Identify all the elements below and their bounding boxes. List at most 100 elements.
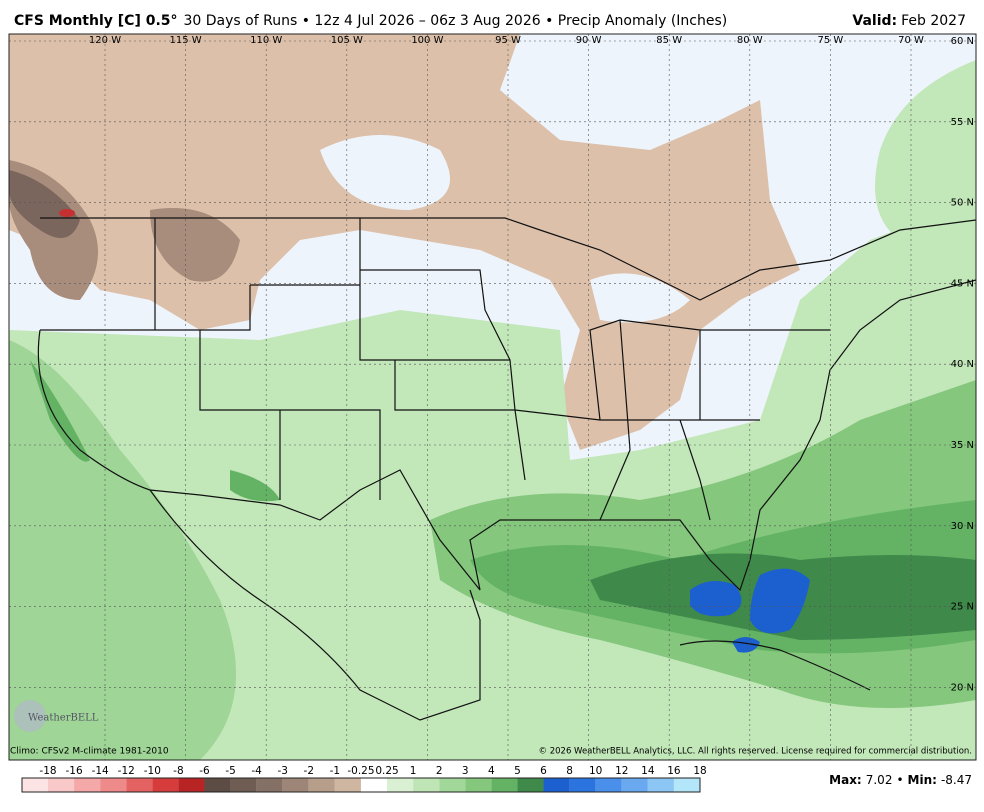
colorbar-label: 2	[436, 765, 443, 777]
colorbar-swatch	[517, 778, 544, 792]
colorbar-swatch	[334, 778, 361, 792]
valid-label: Valid:	[852, 13, 897, 29]
colorbar-label: 4	[488, 765, 495, 777]
graticule	[9, 34, 976, 760]
lat-label: 60 N	[951, 36, 974, 47]
colorbar-swatch	[100, 778, 127, 792]
colorbar-frame	[21, 777, 701, 793]
colorbar-label: 3	[462, 765, 469, 777]
colorbar-swatch	[308, 778, 335, 792]
lat-label: 55 N	[951, 117, 974, 128]
colorbar-label: -14	[92, 765, 109, 777]
lat-label: 35 N	[951, 440, 974, 451]
lat-label: 50 N	[951, 198, 974, 209]
colorbar-swatch	[178, 778, 205, 792]
title: CFS Monthly [C] 0.5° 30 Days of Runs • 12…	[14, 13, 727, 29]
colorbar-label: 16	[667, 765, 681, 777]
colorbar-swatch	[491, 778, 518, 792]
colorbar-swatch	[595, 778, 622, 792]
max-label: Max:	[829, 773, 862, 787]
colorbar-label: 18	[693, 765, 706, 777]
colorbar-swatch	[48, 778, 75, 792]
min-label: Min:	[908, 773, 937, 787]
lon-label: 120 W	[89, 35, 121, 46]
colorbar-label: 6	[540, 765, 547, 777]
colorbar-label: 8	[566, 765, 573, 777]
colorbar-swatch	[543, 778, 570, 792]
colorbar-label: -16	[66, 765, 83, 777]
logo: WeatherBELL	[28, 713, 99, 724]
map-frame	[8, 33, 977, 761]
lat-label: 30 N	[951, 521, 974, 532]
max-value: 7.02	[866, 773, 893, 787]
colorbar-label: -0.25	[347, 765, 374, 777]
map	[9, 34, 976, 760]
lon-label: 90 W	[576, 35, 602, 46]
colorbar-swatch	[465, 778, 492, 792]
climo: Climo: CFSv2 M-climate 1981-2010	[10, 747, 169, 757]
lon-label: 70 W	[898, 35, 924, 46]
lat-label: 40 N	[951, 359, 974, 370]
min-value: -8.47	[941, 773, 972, 787]
colorbar-label: 5	[514, 765, 521, 777]
lon-label: 75 W	[818, 35, 844, 46]
colorbar-label: -3	[277, 765, 287, 777]
wet-max	[690, 568, 810, 653]
colorbar-swatch	[673, 778, 700, 792]
lat-label: 25 N	[951, 602, 974, 613]
colorbar-swatch	[230, 778, 257, 792]
colorbar-swatch	[74, 778, 101, 792]
colorbar-swatch	[413, 778, 440, 792]
dry-area-strong	[9, 160, 240, 300]
colorbar-swatch	[387, 778, 414, 792]
coordinate-labels: 120 W 115 W 110 W 105 W 100 W 95 W 90 W 85 W 80 …	[89, 35, 974, 693]
lon-label: 80 W	[737, 35, 763, 46]
colorbar-label: -1	[330, 765, 340, 777]
lon-label: 110 W	[250, 35, 282, 46]
lat-label: 45 N	[951, 278, 974, 289]
dry-max	[59, 209, 75, 217]
lat-label: 20 N	[951, 682, 974, 693]
wet-area-west-strong	[30, 360, 280, 502]
dry-area	[9, 34, 800, 450]
coastline	[37, 279, 976, 592]
lon-label: 100 W	[411, 35, 443, 46]
dry-area-stronger	[9, 170, 80, 238]
colorbar-label: -12	[118, 765, 135, 777]
colorbar-label: 12	[615, 765, 628, 777]
borders	[37, 217, 976, 721]
colorbar-swatch	[439, 778, 466, 792]
us-canada-border	[40, 217, 976, 301]
stats: Max: 7.02 • Min: -8.47	[829, 773, 972, 787]
copyright: © 2026 WeatherBELL Analytics, LLC. All r…	[539, 747, 972, 757]
near-normal	[320, 60, 690, 323]
colorbar-swatch	[22, 778, 48, 792]
colorbar: -18 -16 -14 -12 -10 -8 -6 -5 -4 -3 -2 -1 -0.25 0.25 1 2…	[21, 765, 707, 793]
colorbar-label: -2	[304, 765, 314, 777]
valid-value: Feb 2027	[901, 13, 966, 29]
colorbar-label: -8	[173, 765, 183, 777]
colorbar-label: -10	[144, 765, 161, 777]
colorbar-label: -4	[251, 765, 262, 777]
colorbar-swatch	[647, 778, 674, 792]
colorbar-label: -5	[225, 765, 235, 777]
colorbar-swatch	[204, 778, 231, 792]
colorbar-swatch	[256, 778, 283, 792]
colorbar-label: 0.25	[375, 765, 398, 777]
cuba	[679, 640, 871, 691]
colorbar-label: -18	[39, 765, 56, 777]
colorbar-swatch	[126, 778, 153, 792]
valid: Valid: Feb 2027	[852, 13, 966, 29]
colorbar-swatch	[569, 778, 596, 792]
colorbar-label: 1	[410, 765, 417, 777]
lon-label: 115 W	[170, 35, 202, 46]
colorbar-label: 14	[641, 765, 655, 777]
colorbar-label: -6	[199, 765, 210, 777]
lon-label: 105 W	[331, 35, 363, 46]
title-rest: 30 Days of Runs • 12z 4 Jul 2026 – 06z 3…	[184, 13, 728, 29]
title-model: CFS Monthly [C] 0.5°	[14, 13, 178, 29]
lon-label: 95 W	[495, 35, 521, 46]
logo-icon	[14, 700, 46, 732]
state-lines	[40, 218, 830, 521]
